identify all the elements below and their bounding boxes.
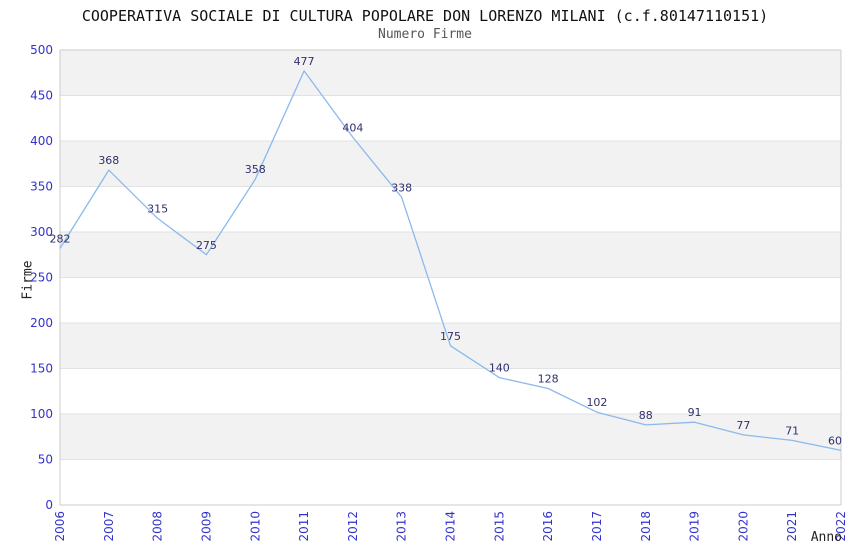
x-tick-label: 2021 — [785, 511, 799, 542]
x-tick-label: 2009 — [199, 511, 213, 542]
data-label: 128 — [538, 373, 559, 386]
x-tick-label: 2022 — [834, 511, 848, 542]
data-label: 77 — [736, 419, 750, 432]
data-label: 71 — [785, 424, 799, 437]
data-label: 282 — [50, 232, 71, 245]
plot-band — [60, 232, 841, 278]
data-label: 60 — [828, 434, 842, 447]
y-tick-label: 250 — [30, 271, 53, 285]
data-label: 175 — [440, 330, 461, 343]
y-tick-label: 500 — [30, 43, 53, 57]
x-tick-label: 2016 — [541, 511, 555, 542]
x-tick-label: 2006 — [53, 511, 67, 542]
y-tick-label: 350 — [30, 180, 53, 194]
x-tick-label: 2015 — [492, 511, 506, 542]
y-tick-label: 100 — [30, 407, 53, 421]
x-tick-label: 2011 — [297, 511, 311, 542]
data-label: 88 — [639, 409, 653, 422]
x-tick-label: 2010 — [248, 511, 262, 542]
x-tick-label: 2008 — [151, 511, 165, 542]
y-tick-label: 450 — [30, 89, 53, 103]
data-label: 368 — [98, 154, 119, 167]
data-label: 140 — [489, 362, 510, 375]
series-line — [59, 70, 842, 452]
y-tick-label: 400 — [30, 134, 53, 148]
plot-band — [60, 414, 841, 460]
data-label: 338 — [391, 181, 412, 194]
chart-title: COOPERATIVA SOCIALE DI CULTURA POPOLARE … — [81, 7, 769, 25]
data-label: 275 — [196, 239, 217, 252]
x-axis-title: Anno — [810, 530, 842, 545]
y-tick-label: 0 — [45, 498, 53, 512]
x-tick-label: 2014 — [444, 511, 458, 542]
data-label: 477 — [294, 55, 315, 68]
plot-band — [60, 50, 841, 96]
y-tick-label: 50 — [38, 453, 53, 467]
plot-band — [60, 141, 841, 187]
x-tick-label: 2012 — [346, 511, 360, 542]
y-tick-label: 300 — [30, 225, 53, 239]
data-label: 404 — [342, 121, 363, 134]
x-tick-label: 2019 — [688, 511, 702, 542]
x-tick-label: 2018 — [639, 511, 653, 542]
data-label: 91 — [688, 406, 702, 419]
y-tick-label: 200 — [30, 316, 53, 330]
data-label: 358 — [245, 163, 266, 176]
chart-subtitle: Numero Firme — [378, 27, 472, 42]
data-label: 102 — [586, 396, 607, 409]
y-axis-title: Firme — [20, 260, 36, 300]
x-tick-label: 2007 — [102, 511, 116, 542]
data-label: 315 — [147, 202, 168, 215]
y-tick-label: 150 — [30, 362, 53, 376]
x-tick-label: 2020 — [736, 511, 750, 542]
x-tick-label: 2017 — [590, 511, 604, 542]
x-tick-label: 2013 — [395, 511, 409, 542]
